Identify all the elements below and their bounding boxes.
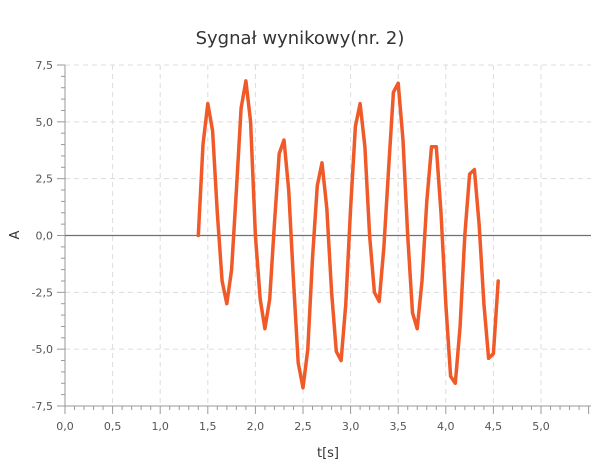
x-tick-label: 0,5	[104, 420, 122, 433]
x-tick-label: 2,0	[247, 420, 265, 433]
y-tick-label: -7,5	[32, 400, 53, 413]
y-tick-label: 5,0	[36, 116, 54, 129]
x-tick-label: 4,0	[437, 420, 455, 433]
tick-labels: 0,0 0,5 1,0 1,5 2,0 2,5 3,0 3,5 4,0 4,5 5,0 7,5 5,0 2…	[32, 59, 550, 433]
chart-title: Sygnał wynikowy(nr. 2)	[196, 28, 405, 49]
axes	[57, 64, 591, 414]
x-tick-label: 4,5	[485, 420, 503, 433]
x-tick-label: 2,5	[294, 420, 312, 433]
x-tick-label: 1,0	[151, 420, 169, 433]
y-axis-title: A	[8, 230, 23, 239]
series-line	[196, 79, 500, 390]
x-tick-label: 3,5	[389, 420, 407, 433]
x-axis-title: t[s]	[317, 446, 339, 461]
y-tick-label: 7,5	[36, 59, 54, 72]
x-tick-label: 5,0	[532, 420, 550, 433]
x-tick-label: 3,0	[342, 420, 360, 433]
y-tick-label: -2,5	[32, 286, 53, 299]
y-tick-label: -5,0	[32, 343, 53, 356]
x-tick-label: 1,5	[199, 420, 217, 433]
y-tick-label: 0,0	[36, 230, 54, 243]
x-tick-label: 0,0	[56, 420, 74, 433]
series-layer	[196, 79, 500, 390]
y-tick-label: 2,5	[36, 173, 54, 186]
grid	[65, 64, 591, 406]
